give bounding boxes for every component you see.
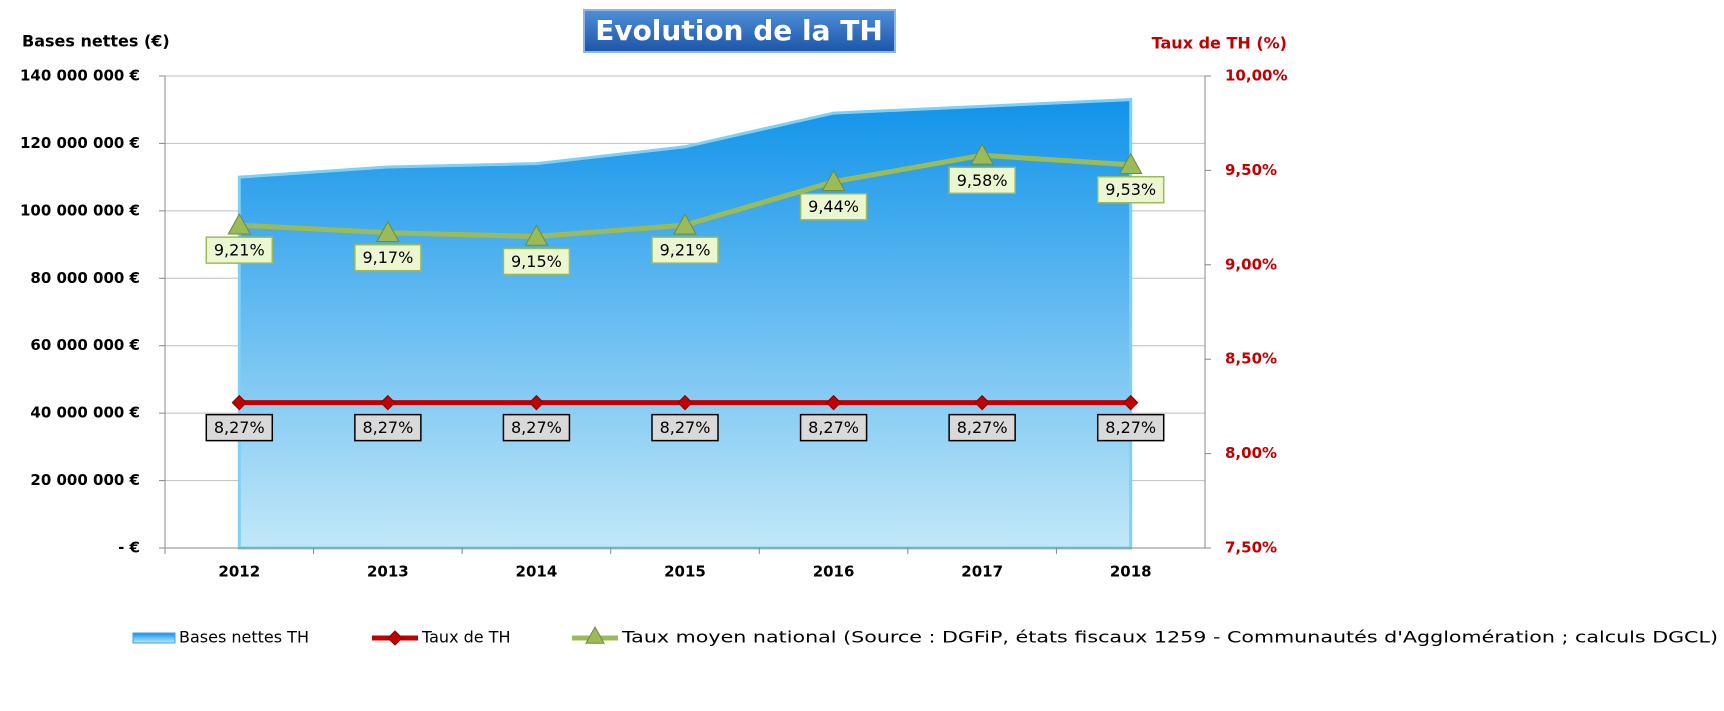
data-label: 8,27% bbox=[1105, 418, 1156, 437]
data-label-box bbox=[502, 413, 571, 442]
marker bbox=[231, 394, 247, 411]
marker bbox=[970, 143, 994, 165]
data-label-box bbox=[354, 243, 422, 272]
x-tick-label: 2018 bbox=[1110, 563, 1152, 581]
x-tick-label: 2015 bbox=[664, 563, 706, 581]
y-tick-label: 60 000 000 € bbox=[30, 336, 140, 354]
y2-tick-label: 8,50% bbox=[1225, 350, 1277, 368]
data-label: 9,58% bbox=[957, 171, 1008, 190]
data-label-box bbox=[651, 236, 719, 264]
y2-tick-label: 9,00% bbox=[1225, 255, 1277, 273]
marker bbox=[528, 394, 545, 411]
x-tick-label: 2012 bbox=[218, 563, 260, 581]
y-axis-label: Bases nettes (€) bbox=[22, 32, 170, 51]
x-tick-label: 2017 bbox=[961, 563, 1003, 581]
y2-tick-label: 8,00% bbox=[1225, 444, 1277, 462]
data-label-box bbox=[799, 192, 868, 221]
y2-tick-label: 9,50% bbox=[1225, 161, 1277, 179]
data-label-box bbox=[1096, 175, 1165, 204]
y-tick-label: 20 000 000 € bbox=[30, 471, 140, 489]
marker bbox=[524, 224, 549, 246]
data-label-box bbox=[948, 413, 1016, 442]
data-label: 9,21% bbox=[660, 241, 711, 260]
y2-tick-label: 10,00% bbox=[1225, 67, 1287, 85]
marker bbox=[1123, 394, 1139, 411]
data-label-box bbox=[651, 413, 719, 442]
legend-label: Taux de TH bbox=[421, 628, 511, 647]
data-label: 9,53% bbox=[1105, 180, 1156, 199]
data-label-box bbox=[799, 413, 868, 442]
marker bbox=[821, 169, 846, 192]
x-tick-label: 2016 bbox=[813, 563, 855, 581]
chart-title: Evolution de la TH bbox=[595, 14, 883, 47]
data-label: 8,27% bbox=[660, 418, 711, 437]
data-label: 9,17% bbox=[362, 248, 413, 267]
legend-label: Taux moyen national (Source : DGFiP, éta… bbox=[621, 628, 1718, 647]
marker bbox=[380, 394, 396, 411]
data-label-box bbox=[502, 247, 571, 276]
y2-axis-label: Taux de TH (%) bbox=[1152, 34, 1287, 53]
legend-label: Bases nettes TH bbox=[179, 628, 309, 647]
x-tick-label: 2013 bbox=[367, 563, 409, 581]
data-label: 8,27% bbox=[362, 418, 413, 437]
data-label-box bbox=[354, 413, 422, 442]
data-label: 8,27% bbox=[957, 418, 1008, 437]
y-tick-label: - € bbox=[118, 539, 140, 557]
marker bbox=[585, 625, 605, 644]
title-box bbox=[583, 9, 896, 53]
y-tick-label: 100 000 000 € bbox=[20, 201, 140, 219]
data-label-box bbox=[205, 236, 274, 264]
marker bbox=[825, 394, 842, 411]
y-tick-label: 40 000 000 € bbox=[30, 404, 140, 422]
data-label-box bbox=[1096, 413, 1165, 442]
y-tick-label: 140 000 000 € bbox=[20, 67, 140, 85]
x-tick-label: 2014 bbox=[516, 563, 558, 581]
data-label: 8,27% bbox=[511, 418, 562, 437]
data-label: 9,21% bbox=[214, 241, 265, 260]
marker bbox=[387, 630, 403, 646]
marker bbox=[227, 213, 252, 235]
data-label: 8,27% bbox=[214, 418, 265, 437]
marker bbox=[673, 213, 697, 235]
y-tick-label: 120 000 000 € bbox=[20, 134, 140, 152]
marker bbox=[677, 394, 693, 411]
legend-swatch bbox=[132, 632, 176, 644]
data-label: 9,15% bbox=[511, 252, 562, 271]
marker bbox=[974, 394, 990, 411]
data-label: 9,44% bbox=[808, 197, 859, 216]
data-label-box bbox=[948, 166, 1016, 195]
y-tick-label: 80 000 000 € bbox=[30, 269, 140, 287]
marker bbox=[376, 220, 400, 243]
data-label: 8,27% bbox=[808, 418, 859, 437]
data-label-box bbox=[205, 413, 274, 442]
y2-tick-label: 7,50% bbox=[1225, 539, 1277, 557]
marker bbox=[1118, 152, 1143, 175]
